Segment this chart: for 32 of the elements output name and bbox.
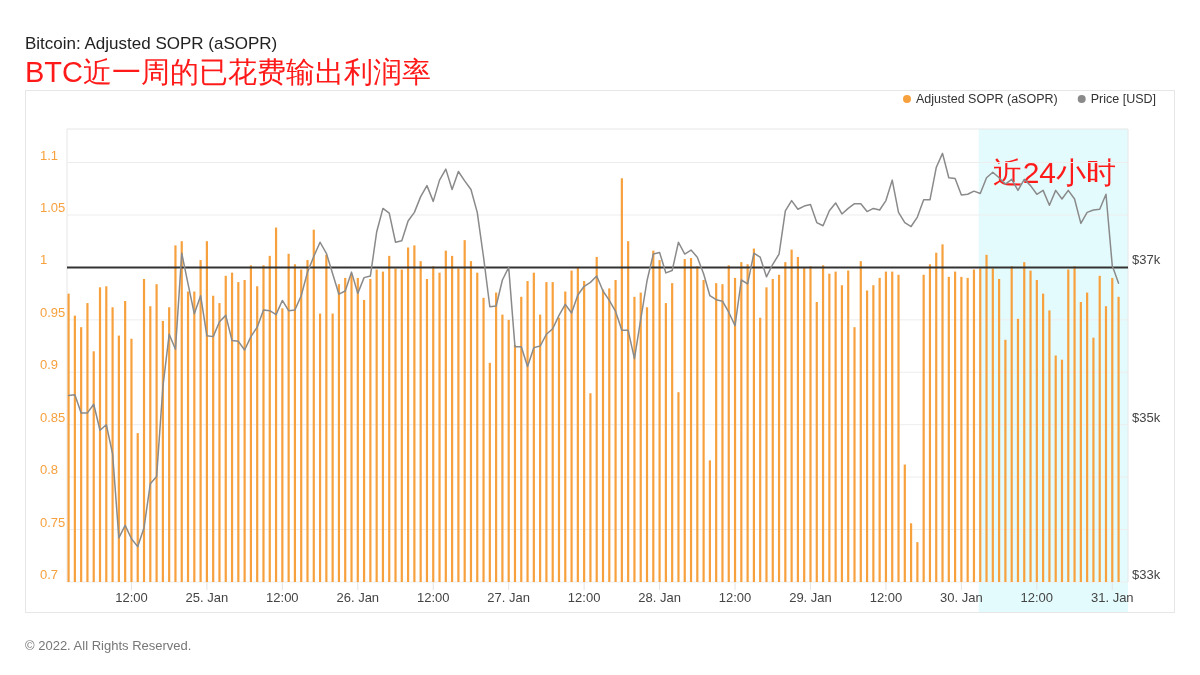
x-tick-label: 12:00 [266,590,299,605]
y-tick-label: 0.9 [40,357,59,373]
x-tick-label: 12:00 [115,590,148,605]
y2-tick-label: $37k [1132,252,1161,268]
y-tick-label: 0.7 [40,567,59,582]
chart-subtitle: BTC近一周的已花费输出利润率 [25,56,431,88]
y-tick-label: 1.1 [40,147,59,163]
x-tick-label: 12:00 [416,590,450,605]
x-tick-label: 12:00 [718,590,752,605]
legend-label: Price [USD] [1090,92,1156,106]
x-tick-label: 31. Jan [1090,590,1134,605]
y2-tick-label: $35k [1132,409,1161,425]
chart-title: Bitcoin: Adjusted SOPR (aSOPR) [25,34,278,53]
y-tick-label: 0.95 [40,304,66,320]
y-tick-label: 1 [40,252,48,268]
y-tick-label: 0.85 [40,409,66,425]
legend-label: Adjusted SOPR (aSOPR) [915,92,1058,106]
x-tick-label: 28. Jan [638,590,681,605]
text: © 2022. All Rights Reserved. [25,638,192,653]
x-tick-label: 12:00 [1020,590,1054,605]
y-tick-label: 1.05 [40,199,66,215]
band-label: 近24小时 [992,156,1117,189]
y2-tick-label: $33k [1132,567,1161,582]
x-tick-label: 26. Jan [336,590,380,605]
x-tick-label: 25. Jan [185,590,229,605]
y-tick-label: 0.75 [40,514,66,530]
x-tick-label: 29. Jan [789,590,832,605]
y-tick-label: 0.8 [40,462,59,478]
x-tick-label: 27. Jan [487,590,531,605]
x-tick-label: 12:00 [869,590,903,605]
x-tick-label: 12:00 [567,590,601,605]
x-tick-label: 30. Jan [940,590,983,605]
